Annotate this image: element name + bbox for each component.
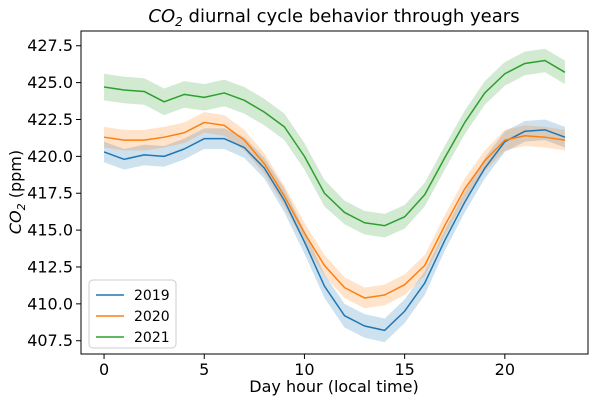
x-axis-ticks: 0 5 10 15 20: [99, 354, 515, 379]
legend-box: [88, 279, 177, 349]
x-axis-title: Day hour (local time): [249, 377, 418, 396]
band-2021: [104, 48, 565, 238]
y-tick-label: 420.0: [27, 147, 73, 166]
y-tick-label: 425.0: [27, 73, 73, 92]
series-line-2020: [103, 121, 566, 299]
legend: 2019 2020 2021: [88, 279, 177, 349]
series-lines: [103, 59, 566, 332]
y-tick-label: 415.0: [27, 221, 73, 240]
y-tick-label: 410.0: [27, 294, 73, 313]
x-tick-label: 20: [495, 360, 515, 379]
y-tick-label: 407.5: [27, 331, 73, 350]
chart-title: CO2 diurnal cycle behavior through years: [148, 6, 519, 29]
y-tick-label: 422.5: [27, 110, 73, 129]
x-tick-label: 5: [199, 360, 209, 379]
plot-frame: [80, 30, 589, 355]
x-tick-label: 10: [294, 360, 314, 379]
chart-title-suffix: diurnal cycle behavior through years: [183, 6, 520, 27]
y-axis-title-prefix: CO: [6, 210, 25, 234]
legend-label-2021: 2021: [134, 330, 170, 346]
y-tick-label: 427.5: [27, 36, 73, 55]
band-2020: [104, 112, 565, 309]
y-axis-title: CO2 (ppm): [6, 150, 28, 234]
series-line-2021: [103, 59, 566, 227]
y-tick-label: 412.5: [27, 257, 73, 276]
y-axis-title-sub: 2: [15, 203, 28, 210]
y-tick-label: 417.5: [27, 184, 73, 203]
series-line-2019: [103, 129, 566, 332]
y-axis-title-suffix: (ppm): [6, 150, 25, 203]
x-tick-label: 15: [394, 360, 414, 379]
chart-title-prefix: CO: [148, 6, 175, 27]
chart-title-sub: 2: [175, 15, 183, 29]
band-2019: [104, 119, 565, 343]
legend-label-2020: 2020: [134, 309, 170, 325]
y-axis-ticks: 407.5 410.0 412.5 415.0 417.5 420.0 422.5 425.0…: [27, 36, 81, 350]
legend-label-2019: 2019: [134, 288, 170, 304]
x-tick-label: 0: [99, 360, 109, 379]
confidence-bands: [104, 48, 565, 343]
